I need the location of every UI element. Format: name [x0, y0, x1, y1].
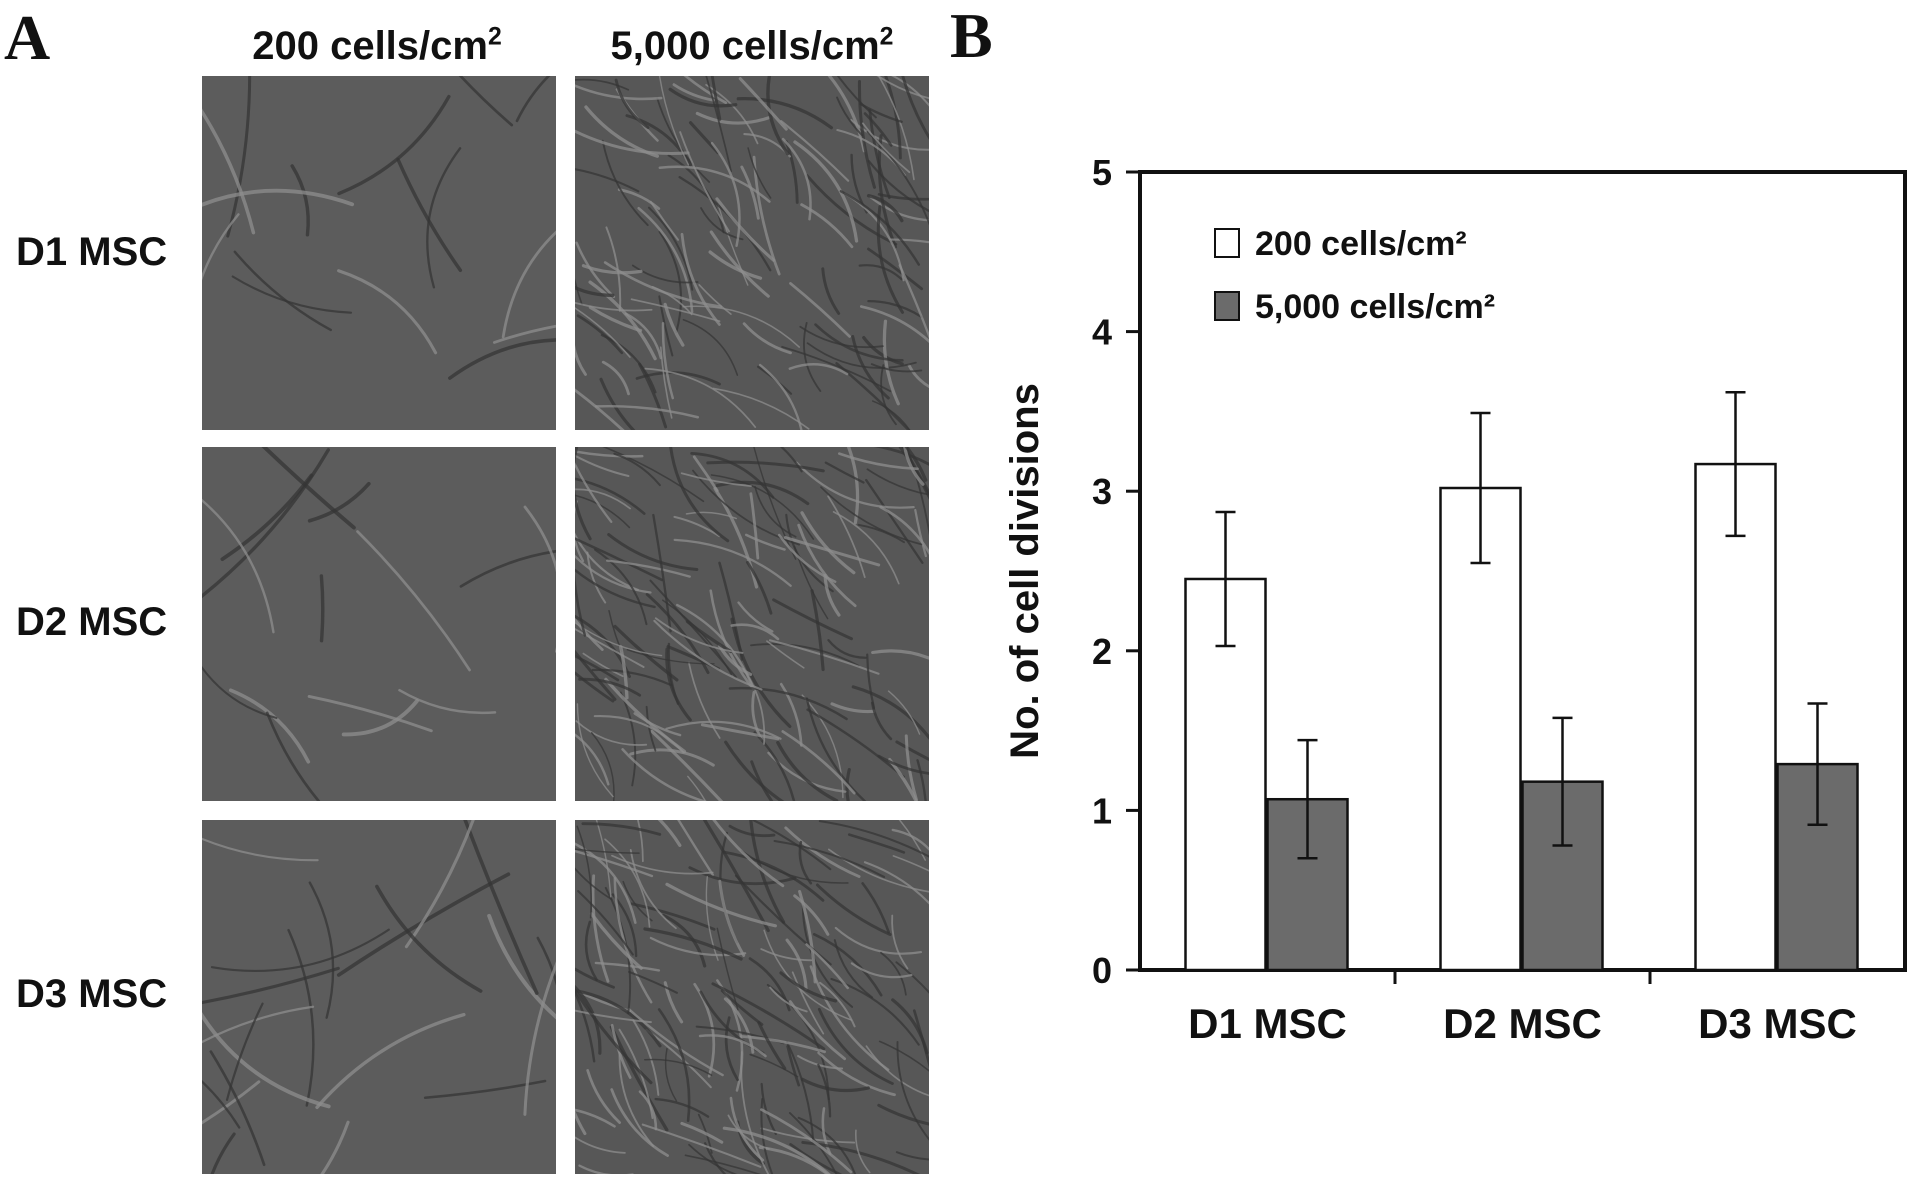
y-tick-label: 3: [1092, 471, 1112, 512]
x-category-label: D3 MSC: [1698, 1000, 1857, 1047]
bar: [1694, 462, 1777, 972]
micrograph-d2-200: [202, 447, 556, 801]
micrograph-d3-200: [202, 820, 556, 1174]
micrograph-d1-200: [202, 76, 556, 430]
y-tick-label: 4: [1092, 312, 1112, 353]
micrograph-d3-5000: [575, 820, 929, 1174]
y-tick-label: 1: [1092, 790, 1112, 831]
micrograph-d1-5000: [575, 76, 929, 430]
y-tick-label: 0: [1092, 950, 1112, 991]
bar: [1439, 486, 1522, 972]
x-category-label: D2 MSC: [1443, 1000, 1602, 1047]
y-tick-label: 2: [1092, 631, 1112, 672]
legend-label: 200 cells/cm²: [1255, 225, 1467, 263]
panel-b-letter: B: [950, 0, 993, 71]
row-header-d2: D2 MSC: [16, 600, 168, 644]
x-category-label: D1 MSC: [1188, 1000, 1347, 1047]
panel-a-letter: A: [4, 2, 51, 73]
legend-swatch: [1214, 291, 1240, 321]
column-header-200: 200 cells/cm2: [252, 23, 502, 68]
legend-swatch: [1214, 228, 1240, 258]
y-axis-title: No. of cell divisions: [1003, 383, 1047, 759]
row-header-d3: D3 MSC: [16, 972, 168, 1016]
bar: [1776, 762, 1859, 972]
micrograph-d2-5000: [575, 447, 929, 801]
column-header-5000: 5,000 cells/cm2: [610, 23, 894, 68]
y-tick-label: 5: [1092, 152, 1112, 193]
row-header-d1: D1 MSC: [16, 230, 168, 274]
legend-label: 5,000 cells/cm²: [1255, 288, 1495, 326]
